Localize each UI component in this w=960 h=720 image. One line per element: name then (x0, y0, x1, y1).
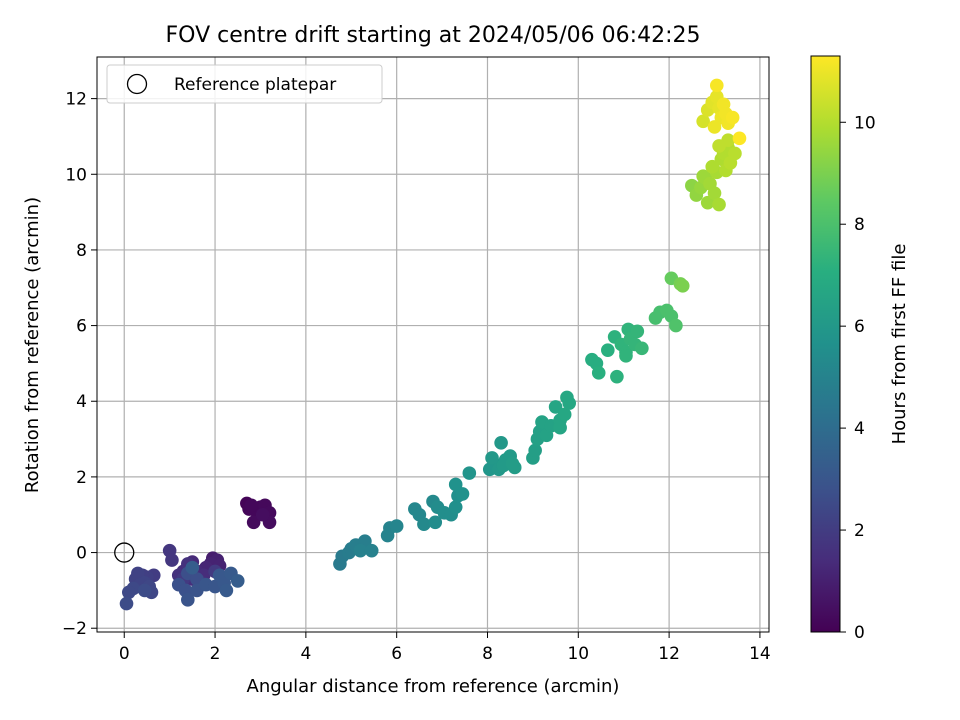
reference-platepar-marker (114, 542, 135, 563)
data-point (725, 110, 740, 125)
data-point (485, 451, 499, 465)
x-tick-label: 2 (210, 644, 221, 664)
data-point (353, 543, 368, 558)
data-point (591, 366, 606, 380)
legend-entry-reference: Reference platepar (174, 75, 336, 95)
data-point (669, 318, 683, 333)
y-tick-label: 12 (65, 90, 87, 110)
x-tick-label: 0 (119, 644, 130, 664)
colorbar-gradient (810, 55, 841, 633)
legend-box (106, 64, 383, 104)
data-point (705, 159, 720, 174)
y-tick-label: 10 (65, 165, 87, 185)
data-point (505, 456, 520, 471)
grid-lines (97, 57, 769, 632)
data-point (709, 78, 724, 93)
x-axis-ticks: 0 2 4 6 8 10 12 14 (119, 632, 771, 664)
data-point (255, 507, 270, 522)
y-axis-label: Rotation from reference (arcmin) (22, 197, 43, 493)
data-point (121, 585, 136, 600)
data-point (455, 487, 470, 501)
data-point (728, 146, 742, 161)
colorbar-tick-label: 4 (854, 419, 865, 439)
data-point (700, 195, 715, 210)
data-point (448, 500, 463, 514)
data-point (560, 390, 574, 405)
data-points (119, 78, 747, 611)
x-tick-label: 4 (300, 644, 311, 664)
colorbar-label: Hours from first FF file (889, 244, 910, 445)
data-point (417, 517, 431, 531)
data-point (630, 324, 645, 339)
legend-marker-reference (126, 73, 148, 95)
data-point (364, 543, 379, 558)
x-tick-label: 8 (482, 644, 493, 664)
y-tick-label: 6 (76, 317, 87, 337)
plot-frame (96, 56, 770, 633)
data-point (462, 466, 477, 480)
data-point (137, 583, 152, 598)
data-point (219, 583, 234, 598)
data-point (389, 519, 404, 533)
data-point (428, 515, 443, 530)
colorbar-tick-label: 6 (854, 317, 865, 337)
y-tick-label: 8 (76, 241, 87, 261)
data-point (707, 120, 722, 134)
data-point (557, 407, 572, 422)
data-point (185, 560, 200, 575)
colorbar-tick-label: 10 (854, 113, 876, 133)
data-point (494, 436, 508, 450)
y-tick-label: 2 (76, 468, 87, 488)
colorbar-tick-label: 8 (854, 215, 865, 235)
y-tick-label: 4 (76, 392, 87, 412)
colorbar-ticks: 0 2 4 6 8 10 (840, 113, 876, 643)
colorbar-tick-label: 0 (854, 623, 865, 643)
data-point (619, 349, 633, 363)
data-point (707, 186, 722, 200)
data-point (635, 341, 649, 356)
reference-marker (114, 542, 135, 563)
data-point (712, 139, 726, 153)
colorbar-tick-label: 2 (854, 521, 865, 541)
data-point (244, 498, 259, 513)
x-axis-label: Angular distance from reference (arcmin) (247, 676, 620, 697)
x-tick-label: 14 (749, 644, 771, 664)
data-point (528, 443, 542, 458)
data-point (165, 553, 179, 567)
y-tick-label: 0 (76, 544, 87, 564)
data-point (732, 131, 747, 146)
colorbar: 0 2 4 6 8 10 Hours from first FF file (810, 55, 910, 643)
x-tick-label: 12 (658, 644, 680, 664)
data-point (601, 343, 615, 357)
data-point (448, 477, 463, 492)
data-point (246, 515, 261, 530)
data-point (712, 197, 726, 212)
x-tick-label: 10 (567, 644, 589, 664)
y-axis-ticks: −2 0 2 4 6 8 10 12 (62, 90, 97, 639)
data-point (696, 114, 710, 129)
chart-title: FOV centre drift starting at 2024/05/06 … (166, 23, 701, 48)
x-tick-label: 6 (391, 644, 402, 664)
data-point (181, 593, 195, 607)
data-point (230, 574, 245, 588)
data-point (553, 420, 567, 435)
data-point (548, 400, 563, 414)
data-point (119, 596, 134, 611)
legend: Reference platepar (106, 64, 383, 104)
y-tick-label: −2 (62, 619, 87, 639)
data-point (675, 279, 690, 293)
data-point (610, 369, 624, 384)
